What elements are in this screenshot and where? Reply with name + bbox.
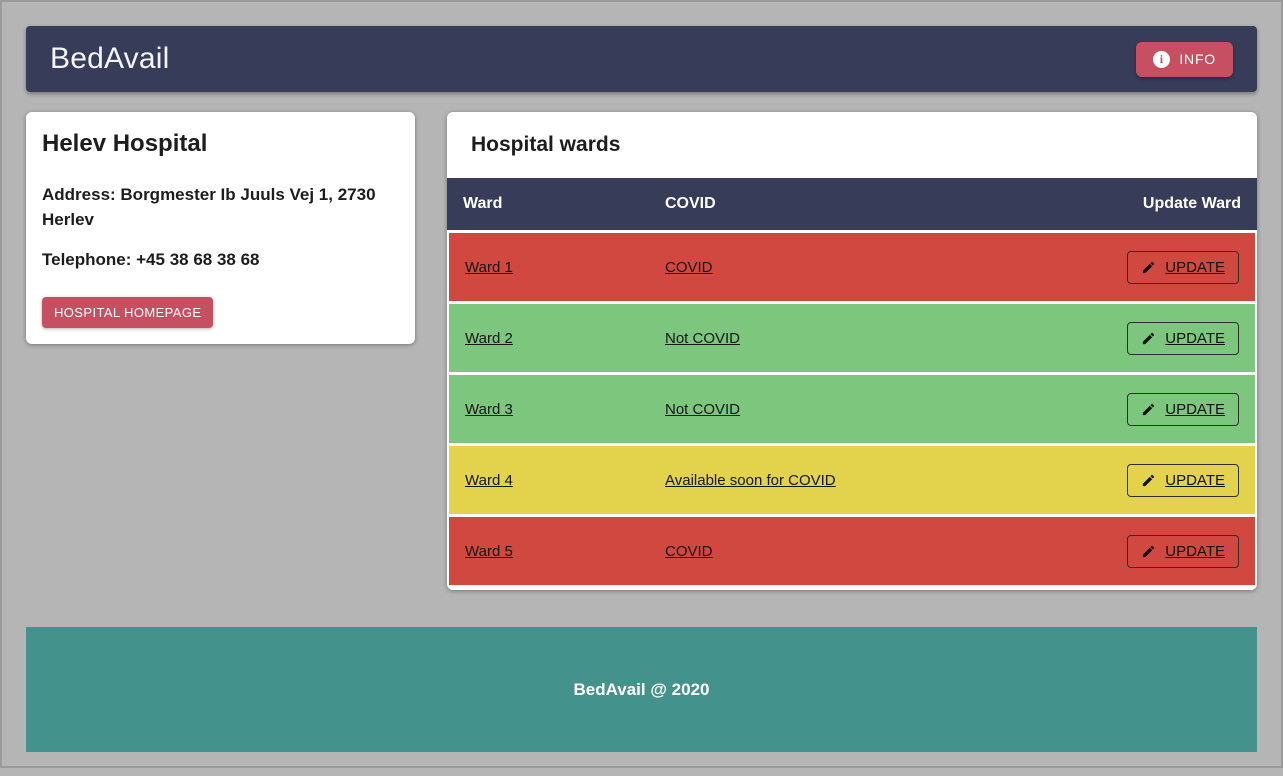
covid-status-link[interactable]: Available soon for COVID — [665, 471, 836, 489]
column-header-ward: Ward — [447, 178, 649, 230]
pencil-icon — [1143, 545, 1155, 557]
footer: BedAvail @ 2020 — [26, 627, 1257, 752]
update-ward-button[interactable]: UPDATE — [1127, 392, 1239, 426]
update-button-label: UPDATE — [1165, 329, 1225, 347]
covid-status-link[interactable]: Not COVID — [665, 400, 741, 418]
table-row: Ward 1 COVID UPDATE — [447, 233, 1257, 301]
table-row: Ward 2 Not COVID UPDATE — [447, 304, 1257, 372]
covid-status-link[interactable]: COVID — [665, 258, 713, 276]
covid-status-link[interactable]: COVID — [665, 542, 713, 560]
wards-card: Hospital wards Ward COVID Update Ward Wa… — [447, 112, 1257, 590]
info-button-label: INFO — [1179, 51, 1216, 67]
table-row: Ward 4 Available soon for COVID UPDATE — [447, 446, 1257, 514]
update-ward-button[interactable]: UPDATE — [1127, 321, 1239, 355]
update-button-label: UPDATE — [1165, 258, 1225, 276]
table-row: Ward 3 Not COVID UPDATE — [447, 375, 1257, 443]
ward-link[interactable]: Ward 1 — [465, 258, 513, 276]
pencil-icon — [1143, 261, 1155, 273]
column-header-covid: COVID — [649, 178, 1027, 230]
footer-text: BedAvail @ 2020 — [573, 679, 710, 699]
hospital-card: Helev Hospital Address: Borgmester Ib Ju… — [26, 112, 415, 344]
table-row: Ward 5 COVID UPDATE — [447, 517, 1257, 585]
update-ward-button[interactable]: UPDATE — [1127, 250, 1239, 284]
navbar: BedAvail i INFO — [26, 26, 1257, 92]
column-header-update: Update Ward — [1027, 178, 1257, 230]
wards-table: Ward COVID Update Ward Ward 1 COVID UPDA… — [447, 175, 1257, 588]
hospital-homepage-button[interactable]: HOSPITAL HOMEPAGE — [42, 297, 214, 328]
info-button[interactable]: i INFO — [1136, 41, 1233, 77]
hospital-name: Helev Hospital — [42, 130, 208, 157]
ward-link[interactable]: Ward 5 — [465, 542, 513, 560]
hospital-address: Address: Borgmester Ib Juuls Vej 1, 2730… — [42, 185, 376, 229]
ward-link[interactable]: Ward 4 — [465, 471, 513, 489]
table-header-row: Ward COVID Update Ward — [447, 178, 1257, 230]
covid-status-link[interactable]: Not COVID — [665, 329, 741, 347]
main-content: Helev Hospital Address: Borgmester Ib Ju… — [26, 112, 1257, 590]
update-ward-button[interactable]: UPDATE — [1127, 463, 1239, 497]
info-circle-icon: i — [1153, 50, 1171, 68]
update-ward-button[interactable]: UPDATE — [1127, 534, 1239, 568]
update-button-label: UPDATE — [1165, 542, 1225, 560]
update-button-label: UPDATE — [1165, 471, 1225, 489]
pencil-icon — [1143, 403, 1155, 415]
ward-link[interactable]: Ward 2 — [465, 329, 513, 347]
pencil-icon — [1143, 332, 1155, 344]
hospital-telephone: Telephone: +45 38 68 38 68 — [42, 250, 260, 269]
update-button-label: UPDATE — [1165, 400, 1225, 418]
pencil-icon — [1143, 474, 1155, 486]
ward-link[interactable]: Ward 3 — [465, 400, 513, 418]
brand-title: BedAvail — [50, 42, 170, 75]
wards-card-title: Hospital wards — [471, 133, 621, 156]
